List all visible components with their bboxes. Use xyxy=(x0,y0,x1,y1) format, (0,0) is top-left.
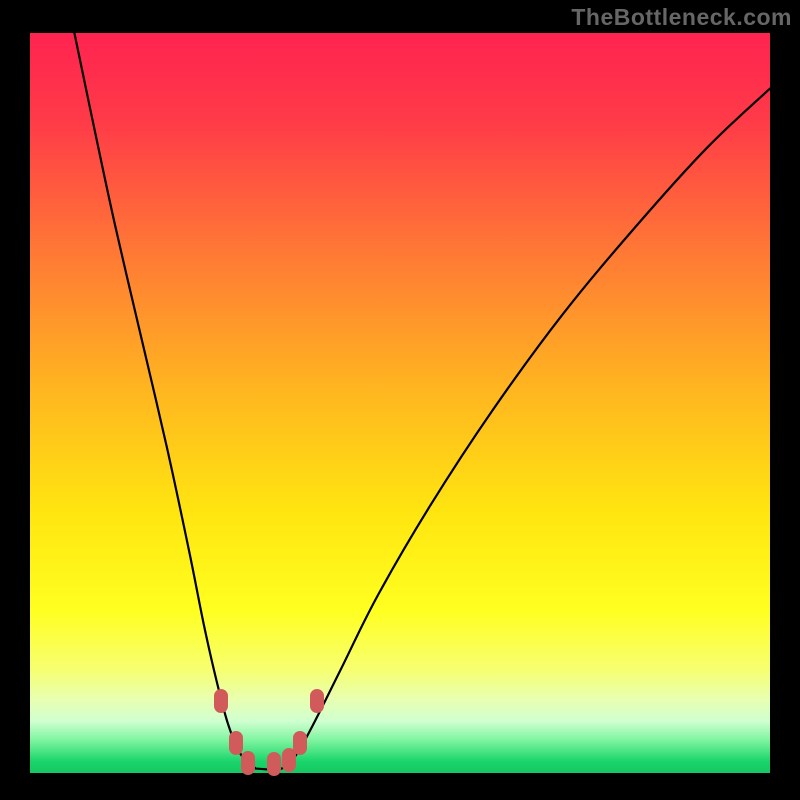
chart-root: TheBottleneck.com xyxy=(0,0,800,800)
watermark-text: TheBottleneck.com xyxy=(571,4,792,31)
curve-marker xyxy=(293,731,307,755)
curve-marker xyxy=(229,731,243,755)
curve-marker xyxy=(267,752,281,776)
plot-inner xyxy=(30,33,770,773)
bottleneck-curve xyxy=(30,33,770,773)
plot-frame xyxy=(30,33,770,773)
curve-marker xyxy=(241,751,255,775)
curve-marker xyxy=(214,689,228,713)
curve-marker xyxy=(310,689,324,713)
